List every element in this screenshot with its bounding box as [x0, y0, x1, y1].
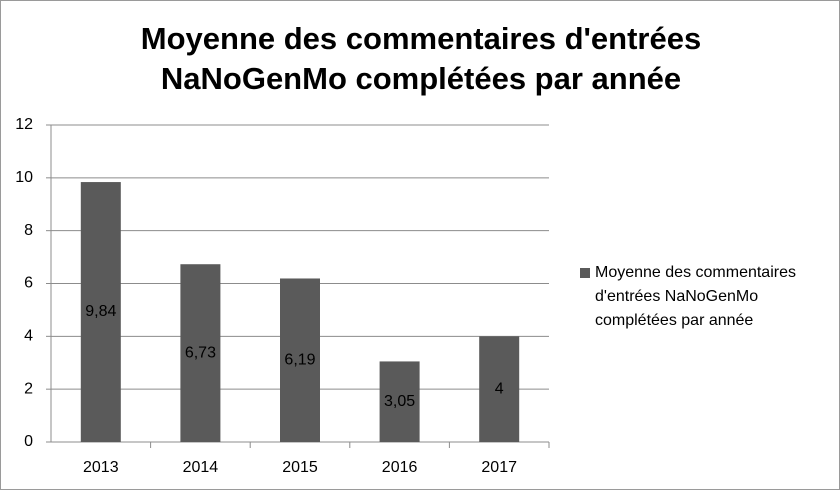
- data-label: 6,19: [284, 351, 315, 368]
- chart-title: Moyenne des commentaires d'entrées NaNoG…: [140, 21, 702, 96]
- data-label: 4: [495, 380, 504, 397]
- bar: [180, 264, 221, 442]
- bar: [80, 182, 121, 442]
- data-label: 9,84: [85, 303, 116, 320]
- y-tick-label: 12: [15, 116, 33, 133]
- y-tick-label: 6: [24, 275, 33, 292]
- legend-marker: [580, 268, 590, 278]
- bar: [280, 278, 320, 442]
- x-tick-label: 2016: [382, 459, 418, 476]
- y-tick-label: 0: [24, 433, 33, 450]
- x-tick-label: 2015: [282, 459, 318, 476]
- legend-label: Moyenne des commentaires d'entrées NaNoG…: [595, 264, 796, 329]
- bar: [379, 361, 420, 442]
- data-label: 6,73: [185, 344, 216, 361]
- x-tick-label: 2017: [481, 459, 517, 476]
- y-tick-label: 2: [24, 380, 33, 397]
- y-tick-label: 8: [24, 222, 33, 239]
- x-tick-label: 2013: [83, 459, 119, 476]
- bar: [479, 336, 520, 442]
- y-tick-label: 4: [24, 328, 33, 345]
- data-label: 3,05: [384, 393, 415, 410]
- y-tick-label: 10: [15, 169, 33, 186]
- x-tick-label: 2014: [183, 459, 219, 476]
